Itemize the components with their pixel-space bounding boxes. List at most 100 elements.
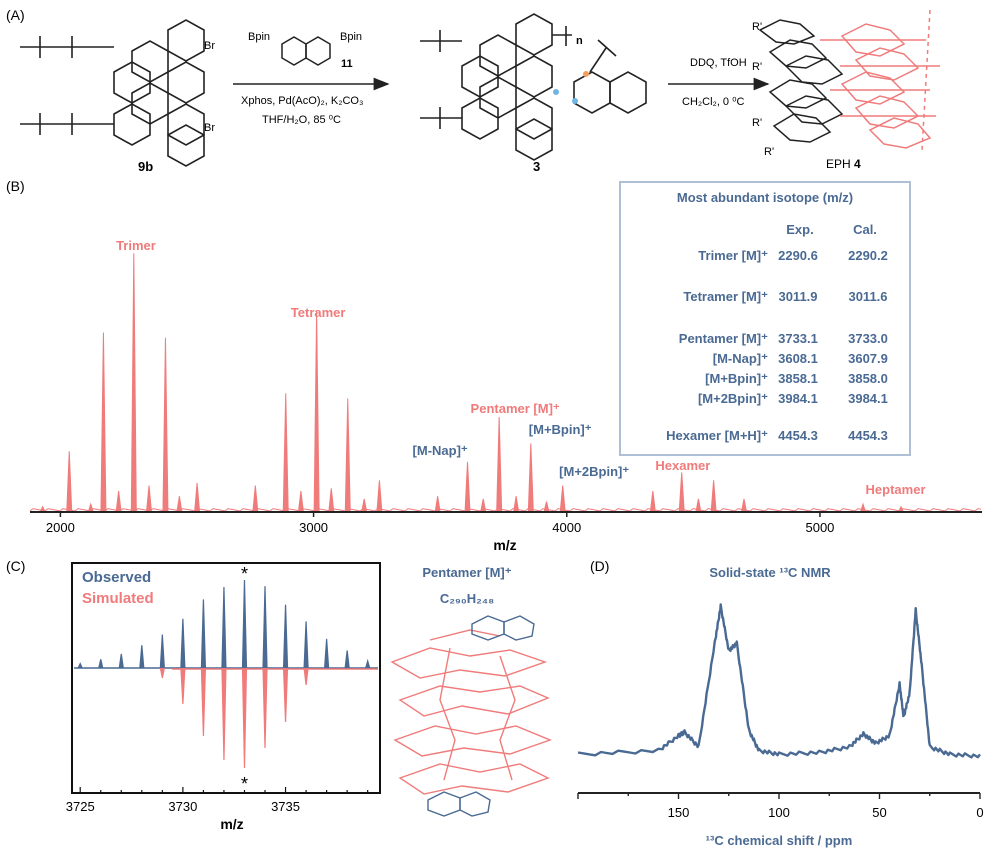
- ms-peak: [282, 393, 289, 513]
- isotope-row-exp: 2290.6: [778, 248, 818, 263]
- ms-peak: [376, 480, 383, 513]
- ms-peak: [344, 398, 351, 513]
- pentamer-3d-structure: [390, 615, 552, 817]
- iso-observed-peak: [200, 599, 207, 669]
- ms-tick-label: 2000: [46, 520, 75, 535]
- ms-peak: [898, 505, 904, 513]
- ms-peak: [678, 472, 685, 513]
- ms-tick-label: 5000: [805, 520, 834, 535]
- highlight-dot-orange: [583, 71, 589, 77]
- isotope-row-exp: 3733.1: [778, 331, 818, 346]
- iso-simulated-peak: [200, 667, 207, 737]
- ms-peak: [66, 451, 73, 513]
- iso-simulated-peak: [282, 667, 289, 723]
- repeat-n-label: n: [576, 35, 583, 47]
- arrow1-conditions-line1: Xphos, Pd(AcO)₂, K₂CO₃: [241, 95, 363, 107]
- isotope-table-frame: [619, 181, 911, 456]
- highlight-dot-cyan-2: [572, 98, 578, 104]
- nmr-tick-label: 100: [768, 805, 790, 820]
- pentamer-formula: C₂₉₀H₂₄₈: [440, 591, 494, 606]
- iso-observed-peak: [159, 634, 165, 669]
- nmr-tick-label: 50: [872, 805, 886, 820]
- compound-3-label: 3: [533, 159, 540, 174]
- isotope-row-cal: 2290.2: [848, 248, 888, 263]
- isotope-row-label: [M+2Bpin]⁺: [698, 391, 768, 406]
- highlight-dot-cyan: [553, 89, 559, 95]
- panel-label-c: (C): [6, 558, 25, 574]
- structure-9b: [20, 19, 205, 167]
- ms-peak: [649, 490, 656, 513]
- r-prime-4: R': [764, 146, 774, 158]
- ms-peak: [695, 498, 702, 513]
- isotope-col-cal: Cal.: [853, 222, 877, 237]
- ms-peak: [297, 490, 304, 513]
- arrow1-conditions-line2: THF/H₂O, 85 ⁰C: [262, 114, 341, 126]
- reagent-11-label: 11: [341, 58, 353, 70]
- compound-9b-label: 9b: [138, 159, 153, 174]
- arrow2-conditions-line1: DDQ, TfOH: [690, 57, 747, 69]
- ms-x-label: m/z: [493, 537, 516, 553]
- nmr-x-label: ¹³C chemical shift / ppm: [706, 833, 853, 848]
- pentamer-title: Pentamer [M]⁺: [422, 565, 511, 580]
- ms-peak: [361, 498, 368, 513]
- ms-annotation: [M+2Bpin]⁺: [559, 464, 629, 479]
- isotope-row-cal: 4454.3: [848, 428, 888, 443]
- r-prime-2: R': [752, 61, 762, 73]
- iso-simulated-peak: [262, 667, 268, 749]
- br-top-label: Br: [204, 40, 215, 52]
- iso-observed-peak: [180, 618, 186, 669]
- iso-observed-peak: [221, 587, 227, 669]
- isotope-col-exp: Exp.: [786, 222, 813, 237]
- isotope-row-exp: 4454.3: [778, 428, 818, 443]
- ms-peak: [710, 480, 717, 513]
- isotope-table: Most abundant isotope (m/z) Exp. Cal. Tr…: [619, 181, 911, 456]
- reagent-bpin-left: Bpin: [248, 31, 270, 43]
- iso-observed-peak: [365, 658, 371, 669]
- ms-annotation: Trimer: [116, 238, 156, 253]
- ms-peak: [543, 501, 550, 513]
- ms-peak: [176, 496, 183, 513]
- ms-annotation: Heptamer: [866, 482, 926, 497]
- iso-tick-label: 3725: [66, 799, 95, 814]
- iso-simulated-peak: [303, 667, 309, 686]
- iso-tick-label: 3730: [168, 799, 197, 814]
- ms-peak: [100, 332, 107, 513]
- isotope-row-cal: 3607.9: [848, 351, 888, 366]
- ms-peak: [328, 488, 335, 513]
- panel-label-b: (B): [6, 178, 25, 194]
- isotope-row-cal: 3984.1: [848, 391, 888, 406]
- ms-peak: [313, 311, 320, 513]
- isotope-row-exp: 3984.1: [778, 391, 818, 406]
- iso-observed-peak: [241, 579, 248, 669]
- iso-observed-peak: [303, 621, 309, 669]
- br-bottom-label: Br: [204, 122, 215, 134]
- iso-observed-peak: [98, 659, 104, 669]
- isotope-row-label: Trimer [M]⁺: [698, 248, 768, 263]
- structure-eph4: [758, 9, 940, 151]
- iso-observed-peak: [324, 638, 330, 669]
- structure-11: [281, 36, 331, 66]
- isotope-row-exp: 3011.9: [778, 289, 817, 304]
- legend-observed: Observed: [82, 569, 151, 586]
- ms-annotation: Tetramer: [291, 305, 346, 320]
- isotope-pattern-plot: * * Observed Simulated 3725 3730 3735 m/z: [66, 562, 381, 832]
- iso-simulated-peak: [221, 667, 227, 761]
- isotope-row-exp: 3858.1: [778, 371, 818, 386]
- ms-annotation: [M+Bpin]⁺: [529, 422, 592, 437]
- mass-spectrum-plot: 2000 3000 4000 5000 m/z Trimer Tetramer Pentame…: [29, 238, 982, 553]
- iso-simulated-peak: [159, 667, 165, 679]
- iso-simulated-peak: [180, 667, 186, 705]
- r-prime-1: R': [752, 21, 762, 33]
- ms-peak: [741, 498, 747, 513]
- ms-peak: [513, 496, 520, 513]
- isotope-row-cal: 3011.6: [848, 289, 887, 304]
- ms-tick-label: 4000: [552, 520, 581, 535]
- reagent-bpin-right: Bpin: [340, 31, 362, 43]
- iso-star-top: *: [241, 564, 248, 584]
- ms-baseline: [29, 508, 982, 512]
- iso-observed-peak: [262, 586, 268, 669]
- isotope-row-cal: 3858.0: [848, 371, 888, 386]
- ms-peak: [527, 443, 534, 513]
- nmr-tick-label: 0: [976, 805, 983, 820]
